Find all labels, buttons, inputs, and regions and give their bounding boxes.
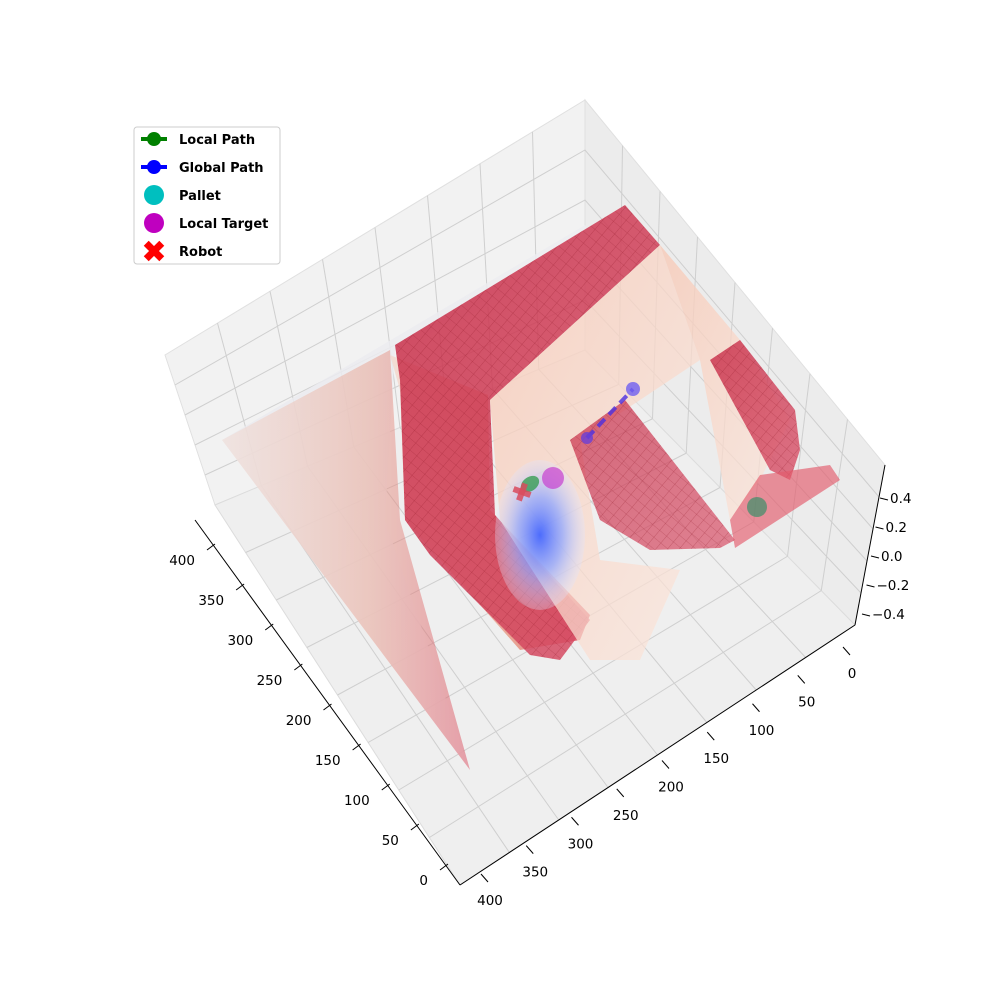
x-tick bbox=[525, 845, 534, 854]
z-tick-label: −0.4 bbox=[872, 607, 905, 623]
grid-line bbox=[820, 419, 848, 591]
tick-labels: 0 50 100 150 200 250 300 350 400 0 50 100 150 200 250 3… bbox=[169, 491, 911, 909]
x-tick-label: 400 bbox=[477, 893, 503, 909]
legend-marker-swatch bbox=[147, 132, 161, 146]
tick-marks bbox=[206, 497, 889, 883]
x-tick bbox=[842, 646, 851, 656]
grid-line bbox=[374, 227, 401, 428]
y-tick bbox=[206, 543, 216, 551]
legend-label: Robot bbox=[179, 245, 222, 260]
robot-marker bbox=[512, 482, 532, 502]
legend-item: Pallet bbox=[144, 185, 221, 205]
local-target-point bbox=[542, 467, 564, 489]
x-tick-label: 50 bbox=[798, 694, 815, 710]
grid-line bbox=[787, 373, 811, 557]
surface-right-ridge-mesh bbox=[710, 340, 800, 480]
y-tick-label: 200 bbox=[286, 713, 312, 729]
legend-marker-swatch bbox=[144, 213, 164, 233]
x-tick-label: 150 bbox=[703, 751, 729, 767]
y-tick-label: 100 bbox=[344, 793, 370, 809]
x-tick-label: 250 bbox=[613, 808, 639, 824]
z-tick bbox=[879, 497, 889, 501]
x-tick bbox=[480, 873, 489, 883]
axis-lines bbox=[194, 464, 886, 886]
legend-box bbox=[133, 126, 281, 265]
global-path-line bbox=[585, 387, 635, 440]
y-tick bbox=[294, 663, 303, 671]
global-path-point bbox=[581, 432, 593, 444]
y-tick bbox=[352, 743, 361, 751]
legend-item: Robot bbox=[143, 240, 222, 262]
legend-item: Local Target bbox=[144, 213, 268, 233]
legend-item: Global Path bbox=[141, 160, 264, 176]
grid-line bbox=[174, 149, 880, 498]
z-tick bbox=[861, 613, 871, 617]
y-tick bbox=[235, 583, 245, 591]
y-tick-label: 250 bbox=[257, 673, 283, 689]
y-tick-label: 0 bbox=[419, 873, 428, 889]
legend-label: Local Target bbox=[179, 217, 268, 232]
legend-label: Local Path bbox=[179, 133, 255, 148]
y-tick-label: 300 bbox=[227, 633, 253, 649]
z-tick-label: 0.4 bbox=[890, 491, 911, 507]
surface-left-slope bbox=[222, 350, 470, 770]
legend-marker-swatch bbox=[144, 185, 164, 205]
legend-x-swatch bbox=[143, 240, 165, 262]
legend-marker-swatch bbox=[147, 160, 161, 174]
z-tick-label: 0.2 bbox=[886, 520, 907, 536]
x-axis-line bbox=[459, 624, 856, 886]
x-tick bbox=[706, 731, 715, 741]
surface-right-tail bbox=[730, 465, 840, 548]
plot-markers bbox=[512, 382, 767, 517]
y-tick-label: 50 bbox=[382, 833, 399, 849]
y-tick-label: 150 bbox=[315, 753, 341, 769]
x-tick-label: 300 bbox=[568, 836, 594, 852]
z-tick-label: 0.0 bbox=[881, 549, 902, 565]
y-tick bbox=[381, 783, 391, 791]
y-tick bbox=[410, 823, 420, 831]
surface-inner-ridge-mesh bbox=[570, 400, 735, 550]
x-tick-label: 0 bbox=[848, 666, 857, 682]
y-tick-label: 350 bbox=[198, 593, 224, 609]
z-tick bbox=[875, 526, 884, 530]
surface-ridge-top-mesh bbox=[395, 205, 660, 660]
legend-label: Global Path bbox=[179, 161, 264, 176]
z-tick-label: −0.2 bbox=[877, 578, 910, 594]
legend-label: Pallet bbox=[179, 189, 221, 204]
z-tick bbox=[866, 584, 875, 588]
y-tick bbox=[264, 623, 274, 631]
pallet-point bbox=[747, 497, 767, 517]
surface-valley bbox=[495, 460, 585, 610]
y-tick-label: 400 bbox=[169, 553, 195, 569]
x-tick bbox=[661, 760, 670, 769]
global-path-point bbox=[626, 382, 640, 396]
z-tick bbox=[870, 555, 880, 559]
legend-item: Local Path bbox=[141, 132, 255, 148]
x-tick bbox=[616, 788, 625, 798]
x-tick bbox=[571, 816, 579, 826]
surface bbox=[222, 205, 840, 770]
x-tick-label: 100 bbox=[749, 723, 775, 739]
x-tick bbox=[797, 675, 806, 684]
x-tick bbox=[752, 703, 760, 713]
x-tick-label: 350 bbox=[522, 865, 548, 881]
y-tick bbox=[323, 703, 332, 711]
y-axis-line bbox=[194, 519, 461, 886]
legend: Local Path Global Path Pallet Local Target R… bbox=[133, 126, 281, 265]
z-axis-line bbox=[854, 464, 886, 626]
x-tick-label: 200 bbox=[658, 780, 684, 796]
y-tick bbox=[439, 863, 449, 871]
